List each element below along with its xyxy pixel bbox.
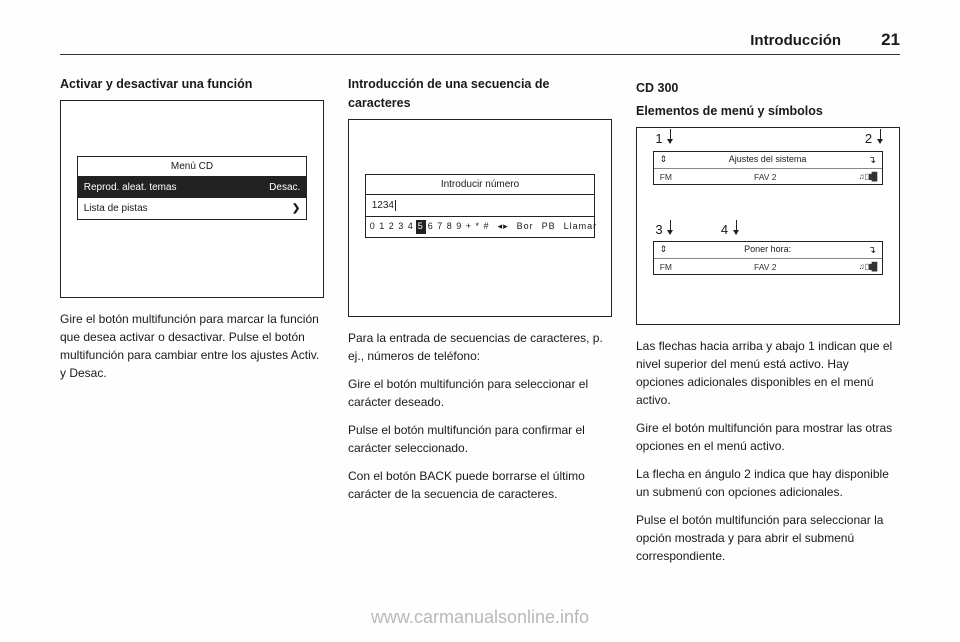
- figure-introducir-numero: Introducir número 1234 0 1 2 3 4 5 6 7 8…: [348, 119, 612, 317]
- fig2-btn-bor: Bor: [517, 220, 534, 234]
- signal-icon: ♫ ▯▮█: [859, 261, 877, 273]
- col2-paragraph-3: Pulse el botón multifunción para confirm…: [348, 421, 612, 457]
- callout-3: 3: [655, 220, 671, 240]
- fig3-bot-text: Poner hora:: [744, 243, 791, 257]
- fig3-top-line1: ⇕ Ajustes del sistema ↴: [654, 152, 883, 169]
- fig3-fav: FAV 2: [754, 171, 777, 184]
- col3-heading: Elementos de menú y símbolos: [636, 102, 900, 121]
- chevron-right-icon: ❯: [292, 201, 300, 216]
- arrow-down-icon: [880, 129, 881, 143]
- callout-1-num: 1: [655, 131, 662, 146]
- fig1-row-2: Lista de pistas ❯: [78, 198, 307, 219]
- col1-heading: Activar y desactivar una función: [60, 75, 324, 94]
- col2-paragraph-4: Con el botón BACK puede borrarse el últi…: [348, 467, 612, 503]
- col2-heading: Introducción de una secuencia de caracte…: [348, 75, 612, 113]
- fig2-chars-before: 0 1 2 3 4: [370, 220, 414, 234]
- fig3-bot-line1: ⇕ Poner hora: ↴: [654, 242, 883, 259]
- header-title: Introducción: [750, 32, 841, 49]
- col3-paragraph-3: La flecha en ángulo 2 indica que hay dis…: [636, 465, 900, 501]
- column-3: CD 300 Elementos de menú y símbolos 1 2 …: [636, 75, 900, 575]
- content-columns: Activar y desactivar una función Menú CD…: [60, 75, 900, 575]
- fig2-panel: Introducir número 1234 0 1 2 3 4 5 6 7 8…: [365, 174, 596, 238]
- fig3-fm-2: FM: [660, 261, 672, 274]
- fig1-row1-label: Reprod. aleat. temas: [84, 180, 177, 195]
- fig2-chars-after: 6 7 8 9 + * #: [428, 220, 490, 234]
- fig3-bot-line2: FM FAV 2 ♫ ▯▮█: [654, 259, 883, 275]
- arrow-down-icon: [670, 129, 671, 143]
- callout-2: 2: [865, 129, 881, 149]
- fig3-fav-2: FAV 2: [754, 261, 777, 274]
- arrows-icon: ◂▸: [498, 220, 509, 234]
- signal-icon: ♫ ▯▮█: [859, 171, 877, 183]
- col3-paragraph-1: Las flechas hacia arriba y abajo 1 indic…: [636, 337, 900, 409]
- fig1-row-selected: Reprod. aleat. temas Desac.: [78, 177, 307, 198]
- fig3-panel-bottom: ⇕ Poner hora: ↴ FM FAV 2 ♫ ▯▮█: [653, 241, 884, 275]
- fig3-top-line2: FM FAV 2 ♫ ▯▮█: [654, 169, 883, 185]
- callout-3-num: 3: [655, 222, 662, 237]
- col1-paragraph-1: Gire el botón multifunción para marcar l…: [60, 310, 324, 382]
- col3-paragraph-4: Pulse el botón multifunción para selecci…: [636, 511, 900, 565]
- figure-menu-cd: Menú CD Reprod. aleat. temas Desac. List…: [60, 100, 324, 298]
- fig2-btn-pb: PB: [542, 220, 556, 234]
- fig3-panel-top: ⇕ Ajustes del sistema ↴ FM FAV 2 ♫ ▯▮█: [653, 151, 884, 185]
- fig2-btn-llamar: Llamar: [564, 220, 598, 234]
- return-arrow-icon: ↴: [868, 243, 876, 258]
- fig2-entry-text: 1234: [372, 198, 394, 213]
- arrow-down-icon: [670, 220, 671, 234]
- cursor-icon: [395, 200, 396, 211]
- fig2-title: Introducir número: [366, 175, 595, 195]
- fig1-title: Menú CD: [78, 157, 307, 177]
- fig1-row2-label: Lista de pistas: [84, 201, 148, 216]
- manual-page: Introducción 21 Activar y desactivar una…: [0, 0, 960, 642]
- updown-icon: ⇕: [660, 243, 668, 257]
- updown-icon: ⇕: [660, 153, 668, 167]
- col2-paragraph-1: Para la entrada de secuencias de caracte…: [348, 329, 612, 365]
- figure-cd300-menu: 1 2 ⇕ Ajustes del sistema ↴ FM: [636, 127, 900, 325]
- fig2-entry-row: 1234: [366, 195, 595, 217]
- fig3-fm: FM: [660, 171, 672, 184]
- fig3-top-text: Ajustes del sistema: [729, 153, 807, 167]
- fig1-row1-value: Desac.: [269, 180, 300, 195]
- fig1-panel: Menú CD Reprod. aleat. temas Desac. List…: [77, 156, 308, 220]
- fig2-char-row: 0 1 2 3 4 5 6 7 8 9 + * # ◂▸ Bor PB Llam…: [366, 217, 595, 237]
- column-1: Activar y desactivar una función Menú CD…: [60, 75, 324, 575]
- callout-4-num: 4: [721, 222, 728, 237]
- col2-paragraph-2: Gire el botón multifunción para seleccio…: [348, 375, 612, 411]
- col3-model: CD 300: [636, 79, 900, 98]
- callout-4: 4: [721, 220, 737, 240]
- return-arrow-icon: ↴: [868, 153, 876, 168]
- callout-1: 1: [655, 129, 671, 149]
- callout-2-num: 2: [865, 131, 872, 146]
- header-page-number: 21: [881, 30, 900, 50]
- column-2: Introducción de una secuencia de caracte…: [348, 75, 612, 575]
- fig2-char-highlight: 5: [416, 220, 426, 234]
- arrow-down-icon: [736, 220, 737, 234]
- page-header: Introducción 21: [60, 30, 900, 55]
- col3-paragraph-2: Gire el botón multifunción para mostrar …: [636, 419, 900, 455]
